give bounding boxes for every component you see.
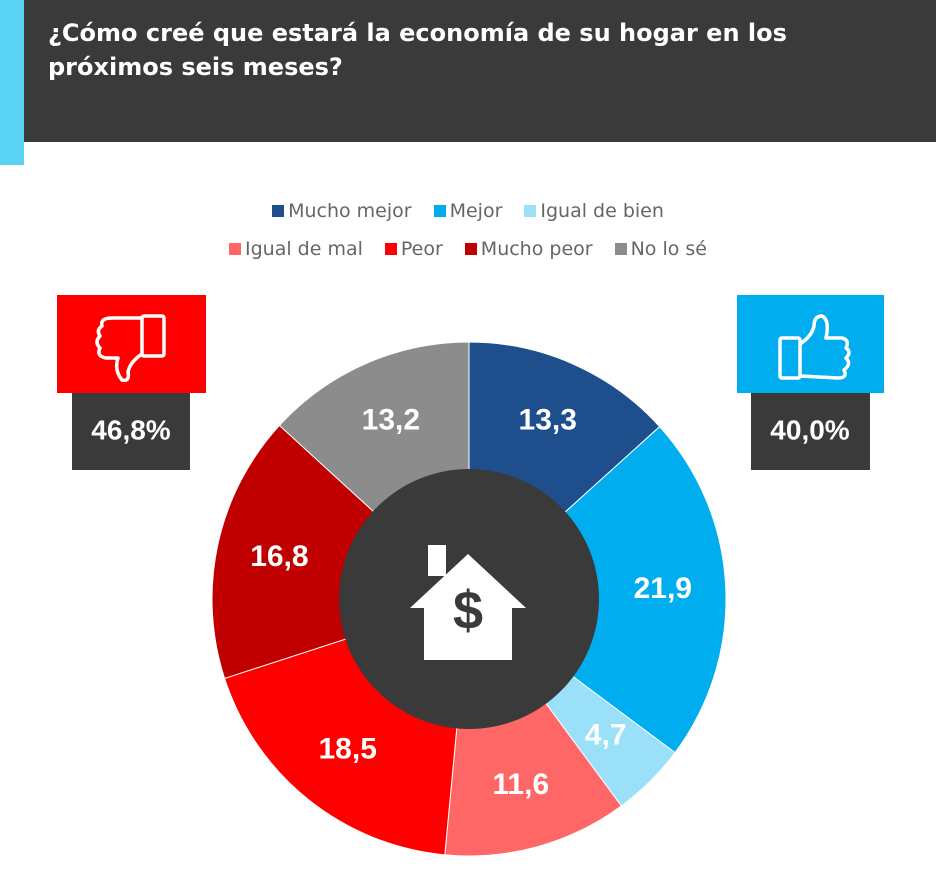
chart-title: ¿Cómo creé que estará la economía de su … — [48, 19, 787, 81]
positive-total: 40,0% — [770, 414, 849, 445]
value-label: 18,5 — [319, 732, 377, 765]
legend-label: Mucho mejor — [288, 200, 412, 222]
legend-item: Peor — [384, 238, 443, 260]
legend-swatch — [272, 205, 285, 217]
negative-icon-box — [57, 295, 206, 393]
legend-item: Mejor — [433, 200, 503, 222]
legend-item: Igual de mal — [229, 238, 363, 260]
legend-label: Igual de bien — [540, 200, 664, 222]
donut: 13,3 21,9 4,7 11,6 18,5 16,8 13,2 — [211, 341, 727, 857]
legend-item: Mucho peor — [464, 238, 593, 260]
legend-row: Mucho mejor Mejor Igual de bien — [0, 192, 936, 230]
value-label: 21,9 — [634, 572, 692, 605]
value-label: 16,8 — [250, 540, 308, 573]
legend-label: Mucho peor — [480, 238, 593, 260]
value-label: 13,2 — [362, 403, 420, 436]
accent-strip — [0, 0, 24, 165]
value-label: 13,3 — [519, 404, 577, 437]
legend-label: Peor — [400, 238, 443, 260]
value-label: 11,6 — [492, 768, 549, 801]
legend-swatch — [464, 243, 477, 255]
dollar-sign: $ — [453, 580, 483, 640]
negative-total: 46,8% — [91, 414, 170, 445]
house-icon: $ — [410, 545, 526, 660]
negative-total-box — [72, 393, 190, 470]
legend-row: Igual de mal Peor Mucho peor No lo sé — [0, 230, 936, 268]
legend-swatch — [614, 243, 627, 255]
value-label: 4,7 — [585, 719, 627, 752]
thumbs-down-icon — [95, 314, 166, 383]
positive-total-box — [751, 393, 870, 470]
legend-swatch — [384, 243, 397, 255]
thumbs-up-icon — [778, 314, 851, 380]
legend: Mucho mejor Mejor Igual de bien Igual de m… — [0, 192, 936, 268]
legend-swatch — [229, 243, 241, 255]
legend-label: Igual de mal — [245, 238, 363, 260]
legend-swatch — [433, 205, 446, 217]
legend-item: No lo sé — [614, 238, 707, 260]
legend-label: Mejor — [449, 200, 503, 222]
header — [24, 0, 936, 142]
legend-item: Igual de bien — [524, 200, 664, 222]
legend-swatch — [524, 205, 537, 217]
legend-item: Mucho mejor — [272, 200, 412, 222]
legend-label: No lo sé — [630, 238, 707, 260]
